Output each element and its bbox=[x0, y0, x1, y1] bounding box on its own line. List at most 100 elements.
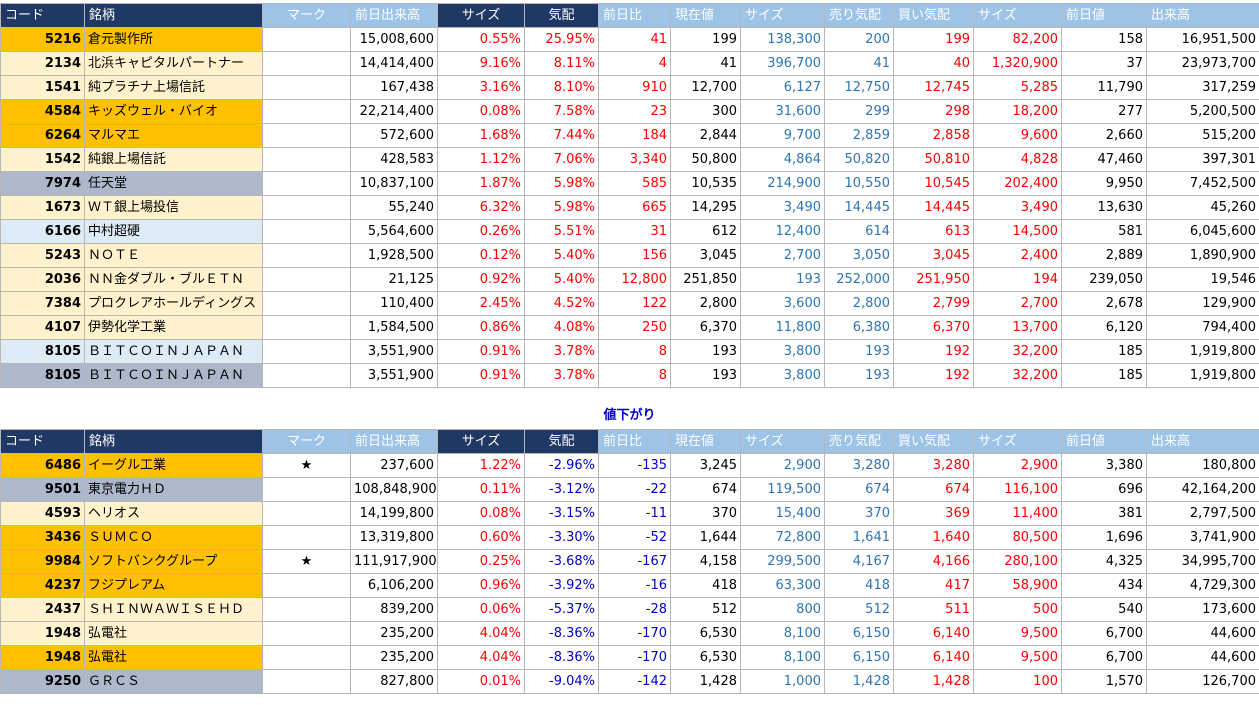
table-row[interactable]: 5216 倉元製作所 15,008,600 0.55% 25.95% 41 199 138,3… bbox=[0, 27, 1259, 52]
stock-code[interactable]: 9501 bbox=[0, 477, 85, 502]
stock-code[interactable]: 2036 bbox=[0, 267, 85, 292]
stock-code[interactable]: 2134 bbox=[0, 51, 85, 76]
stock-name[interactable]: 任天堂 bbox=[84, 171, 263, 196]
prev-volume: 167,438 bbox=[350, 75, 438, 100]
size-sell: 202,400 bbox=[973, 171, 1062, 196]
stock-code[interactable]: 7974 bbox=[0, 171, 85, 196]
table-row[interactable]: 7974 任天堂 10,837,100 1.87% 5.98% 585 10,535 214,… bbox=[0, 171, 1259, 196]
change: -167 bbox=[598, 549, 671, 574]
table-row[interactable]: 1948 弘電社 235,200 4.04% -8.36% -170 6,530 8,100 6… bbox=[0, 621, 1259, 646]
table-row[interactable]: 1541 純プラチナ上場信託 167,438 3.16% 8.10% 910 12,700 6… bbox=[0, 75, 1259, 100]
table-row[interactable]: 5243 ＮＯＴＥ 1,928,500 0.12% 5.40% 156 3,045 2,700… bbox=[0, 243, 1259, 268]
stock-code[interactable]: 2437 bbox=[0, 597, 85, 622]
stock-name[interactable]: ＳＨＩＮＷＡＷＩＳＥＨＤ bbox=[84, 597, 263, 622]
stock-name[interactable]: 倉元製作所 bbox=[84, 27, 263, 52]
current-price: 41 bbox=[670, 51, 741, 76]
stock-code[interactable]: 5243 bbox=[0, 243, 85, 268]
stock-name[interactable]: プロクレアホールディングス bbox=[84, 291, 263, 316]
stock-code[interactable]: 1673 bbox=[0, 195, 85, 220]
stock-name[interactable]: ＮＯＴＥ bbox=[84, 243, 263, 268]
stock-name[interactable]: ＢＩＴＣＯＩＮＪＡＰＡＮ bbox=[84, 339, 263, 364]
stock-name[interactable]: 純銀上場信託 bbox=[84, 147, 263, 172]
table-row[interactable]: 4237 フジプレアム 6,106,200 0.96% -3.92% -16 418 63,3… bbox=[0, 573, 1259, 598]
table-row[interactable]: 2437 ＳＨＩＮＷＡＷＩＳＥＨＤ 839,200 0.06% -5.37% -28 512… bbox=[0, 597, 1259, 622]
stock-name[interactable]: ＧＲＣＳ bbox=[84, 669, 263, 694]
size-pct: 0.11% bbox=[437, 477, 525, 502]
stock-code[interactable]: 8105 bbox=[0, 339, 85, 364]
stock-code[interactable]: 6264 bbox=[0, 123, 85, 148]
stock-code[interactable]: 1948 bbox=[0, 645, 85, 670]
stock-code[interactable]: 4584 bbox=[0, 99, 85, 124]
stock-code[interactable]: 1948 bbox=[0, 621, 85, 646]
stock-name[interactable]: キッズウェル・バイオ bbox=[84, 99, 263, 124]
table-row[interactable]: 2036 ＮＮ金ダブル・ブルＥＴＮ 21,125 0.92% 5.40% 12,800 25… bbox=[0, 267, 1259, 292]
table-row[interactable]: 4107 伊勢化学工業 1,584,500 0.86% 4.08% 250 6,370 11,… bbox=[0, 315, 1259, 340]
size-sell: 14,500 bbox=[973, 219, 1062, 244]
table-row[interactable]: 1673 ＷＴ銀上場投信 55,240 6.32% 5.98% 665 14,295 3,49… bbox=[0, 195, 1259, 220]
table-row[interactable]: 9250 ＧＲＣＳ 827,800 0.01% -9.04% -142 1,428 1,000… bbox=[0, 669, 1259, 694]
table-row[interactable]: 4584 キッズウェル・バイオ 22,214,400 0.08% 7.58% 23 300 3… bbox=[0, 99, 1259, 124]
stock-code[interactable]: 3436 bbox=[0, 525, 85, 550]
table-row[interactable]: 8105 ＢＩＴＣＯＩＮＪＡＰＡＮ 3,551,900 0.91% 3.78% 8 193 3… bbox=[0, 363, 1259, 388]
mark-star bbox=[262, 501, 351, 526]
stock-name[interactable]: 弘電社 bbox=[84, 645, 263, 670]
stock-name[interactable]: 東京電力ＨＤ bbox=[84, 477, 263, 502]
size-pct: 9.16% bbox=[437, 51, 525, 76]
mark-star bbox=[262, 123, 351, 148]
table-row[interactable]: 7384 プロクレアホールディングス 110,400 2.45% 4.52% 122 2,8… bbox=[0, 291, 1259, 316]
mark-star bbox=[262, 291, 351, 316]
table-row[interactable]: 8105 ＢＩＴＣＯＩＮＪＡＰＡＮ 3,551,900 0.91% 3.78% 8 193 3… bbox=[0, 339, 1259, 364]
stock-code[interactable]: 1542 bbox=[0, 147, 85, 172]
table-row[interactable]: 6166 中村超硬 5,564,600 0.26% 5.51% 31 612 12,400 61… bbox=[0, 219, 1259, 244]
stock-code[interactable]: 7384 bbox=[0, 291, 85, 316]
change: 156 bbox=[598, 243, 671, 268]
stock-code[interactable]: 4107 bbox=[0, 315, 85, 340]
stock-name[interactable]: 伊勢化学工業 bbox=[84, 315, 263, 340]
table-row[interactable]: 6264 マルマエ 572,600 1.68% 7.44% 184 2,844 9,700 2,… bbox=[0, 123, 1259, 148]
stock-code[interactable]: 9984 bbox=[0, 549, 85, 574]
stock-code[interactable]: 4237 bbox=[0, 573, 85, 598]
prev-volume: 108,848,900 bbox=[350, 477, 438, 502]
table-row[interactable]: 2134 北浜キャピタルパートナー 14,414,400 9.16% 8.11% 4 41 3… bbox=[0, 51, 1259, 76]
prev-volume: 827,800 bbox=[350, 669, 438, 694]
stock-name[interactable]: マルマエ bbox=[84, 123, 263, 148]
table-row[interactable]: 1542 純銀上場信託 428,583 1.12% 7.06% 3,340 50,800 4,… bbox=[0, 147, 1259, 172]
stock-name[interactable]: ＢＩＴＣＯＩＮＪＡＰＡＮ bbox=[84, 363, 263, 388]
stock-name[interactable]: ＳＵＭＣＯ bbox=[84, 525, 263, 550]
table-row[interactable]: 9501 東京電力ＨＤ 108,848,900 0.11% -3.12% -22 674 11… bbox=[0, 477, 1259, 502]
stock-code[interactable]: 1541 bbox=[0, 75, 85, 100]
size-pct: 0.08% bbox=[437, 99, 525, 124]
table-row[interactable]: 3436 ＳＵＭＣＯ 13,319,800 0.60% -3.30% -52 1,644 72… bbox=[0, 525, 1259, 550]
stock-code[interactable]: 6166 bbox=[0, 219, 85, 244]
table-row[interactable]: 1948 弘電社 235,200 4.04% -8.36% -170 6,530 8,100 6… bbox=[0, 645, 1259, 670]
change: 250 bbox=[598, 315, 671, 340]
mark-star bbox=[262, 363, 351, 388]
stock-code[interactable]: 9250 bbox=[0, 669, 85, 694]
stock-name[interactable]: ＷＴ銀上場投信 bbox=[84, 195, 263, 220]
table-row[interactable]: 9984 ソフトバンクグループ ★ 111,917,900 0.25% -3.68% -16… bbox=[0, 549, 1259, 574]
table-row[interactable]: 6486 イーグル工業 ★ 237,600 1.22% -2.96% -135 3,245 2,… bbox=[0, 453, 1259, 478]
stock-name[interactable]: ヘリオス bbox=[84, 501, 263, 526]
stock-name[interactable]: 純プラチナ上場信託 bbox=[84, 75, 263, 100]
size-sell: 13,700 bbox=[973, 315, 1062, 340]
prev-volume: 1,928,500 bbox=[350, 243, 438, 268]
prev-volume: 15,008,600 bbox=[350, 27, 438, 52]
volume: 44,600 bbox=[1146, 645, 1259, 670]
stock-code[interactable]: 8105 bbox=[0, 363, 85, 388]
stock-code[interactable]: 4593 bbox=[0, 501, 85, 526]
stock-code[interactable]: 6486 bbox=[0, 453, 85, 478]
change: -170 bbox=[598, 621, 671, 646]
stock-name[interactable]: 弘電社 bbox=[84, 621, 263, 646]
stock-name[interactable]: 中村超硬 bbox=[84, 219, 263, 244]
stock-name[interactable]: フジプレアム bbox=[84, 573, 263, 598]
table-row[interactable]: 4593 ヘリオス 14,199,800 0.08% -3.15% -11 370 15,40… bbox=[0, 501, 1259, 526]
quote-pct: -3.30% bbox=[524, 525, 599, 550]
bid-price: 3,280 bbox=[893, 453, 974, 478]
stock-name[interactable]: イーグル工業 bbox=[84, 453, 263, 478]
stock-name[interactable]: 北浜キャピタルパートナー bbox=[84, 51, 263, 76]
size-sell: 9,500 bbox=[973, 621, 1062, 646]
stock-name[interactable]: ＮＮ金ダブル・ブルＥＴＮ bbox=[84, 267, 263, 292]
stock-code[interactable]: 5216 bbox=[0, 27, 85, 52]
stock-name[interactable]: ソフトバンクグループ bbox=[84, 549, 263, 574]
header-row: コード 銘柄 マーク 前日出来高 サイズ 気配 前日比 現在値 サイズ 売り気配 買い気配 サイズ 前日… bbox=[0, 429, 1259, 454]
